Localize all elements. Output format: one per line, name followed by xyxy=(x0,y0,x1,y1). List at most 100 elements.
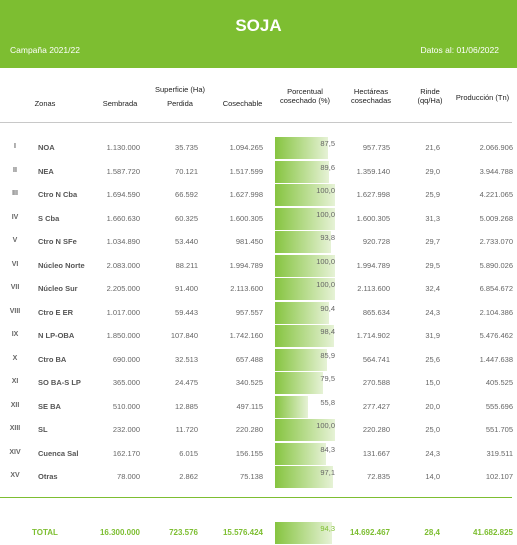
pct-value: 79,5 xyxy=(320,374,335,383)
cell: 5.476.462 xyxy=(479,331,513,340)
cell: 270.588 xyxy=(362,378,390,387)
cell: 24.475 xyxy=(175,378,198,387)
cell: 5.890.026 xyxy=(479,260,513,270)
cell: 555.696 xyxy=(485,401,513,411)
date: Datos al: 01/06/2022 xyxy=(420,45,499,55)
cell: 29,0 xyxy=(425,166,440,176)
col-header: Hectáreas cosechadas xyxy=(350,87,392,106)
cell: 2.862 xyxy=(179,472,198,481)
pct-bar xyxy=(275,348,327,371)
header-bar xyxy=(0,0,517,68)
cell: 11.720 xyxy=(175,425,198,434)
pct-bar xyxy=(275,325,335,347)
cell: 1.627.998 xyxy=(356,190,390,199)
cell: 340.525 xyxy=(235,378,263,387)
cell: 91.400 xyxy=(175,284,198,293)
cell: 75.138 xyxy=(240,472,263,481)
cell: 1.714.902 xyxy=(356,331,390,340)
cell: 2.066.906 xyxy=(479,143,513,152)
row-number: XI xyxy=(11,378,19,385)
cell: 1.742.160 xyxy=(229,331,263,340)
cell: 25,0 xyxy=(425,425,440,434)
total-cell: 14.692.467 xyxy=(349,528,390,537)
cell: 1.850.000 xyxy=(106,331,140,340)
pct-value: 100,0 xyxy=(316,421,335,430)
pct-bar xyxy=(275,301,330,324)
pct-bar xyxy=(275,278,335,300)
row-number: II xyxy=(13,166,17,174)
total-label: TOTAL xyxy=(32,528,58,537)
pct-value: 93,8 xyxy=(320,233,335,242)
pct-bar xyxy=(275,372,323,394)
cell: 29,5 xyxy=(425,260,440,270)
row-number: IV xyxy=(11,213,19,221)
row-number: VII xyxy=(10,284,20,291)
cell: 1.017.000 xyxy=(106,307,140,317)
row-number: III xyxy=(12,190,18,197)
cell: 551.705 xyxy=(485,425,513,434)
row-number: IX xyxy=(11,331,19,338)
cell: 220.280 xyxy=(362,425,390,434)
pct-bar xyxy=(275,137,328,159)
pct-bar xyxy=(275,395,309,418)
pct-value: 100,0 xyxy=(316,256,335,266)
cell: 365.000 xyxy=(112,378,140,387)
pct-bar xyxy=(275,160,329,183)
cell: 564.741 xyxy=(362,354,390,364)
cell: 25,9 xyxy=(425,190,440,199)
cell: 31,3 xyxy=(425,213,440,223)
cell: 2.205.000 xyxy=(106,284,140,293)
cell: 59.443 xyxy=(175,307,198,317)
cell: 6.015 xyxy=(179,448,198,458)
total-cell: 723.576 xyxy=(169,528,198,537)
divider xyxy=(0,497,512,498)
cell: 1.660.630 xyxy=(106,213,140,223)
cell: 1.994.789 xyxy=(356,260,390,270)
col-header: Producción (Tn) xyxy=(455,93,510,102)
cell: 1.359.140 xyxy=(356,166,390,176)
zone: SO BA-S LP xyxy=(38,378,81,387)
pct-value: 98,4 xyxy=(320,327,335,336)
col-header: Sembrada xyxy=(102,99,138,108)
cell: 25,6 xyxy=(425,354,440,364)
cell: 232.000 xyxy=(112,425,140,434)
cell: 15,0 xyxy=(425,378,440,387)
zone: Núcleo Sur xyxy=(38,284,78,293)
row-number: VIII xyxy=(9,307,21,315)
cell: 1.694.590 xyxy=(106,190,140,199)
cell: 107.840 xyxy=(170,331,198,340)
pct-value: 89,6 xyxy=(320,162,335,172)
cell: 29,7 xyxy=(425,237,440,246)
cell: 78.000 xyxy=(117,472,140,481)
cell: 2.113.600 xyxy=(230,284,263,293)
zone: SL xyxy=(38,425,48,434)
col-header: Zonas xyxy=(34,99,56,108)
zone: N LP-OBA xyxy=(38,331,75,340)
cell: 1.517.599 xyxy=(229,166,263,176)
title: SOJA xyxy=(235,16,282,35)
cell: 957.557 xyxy=(235,307,263,317)
cell: 319.511 xyxy=(486,448,513,458)
cell: 2.104.386 xyxy=(479,307,513,317)
campaign: Campaña 2021/22 xyxy=(10,45,80,55)
cell: 1.600.305 xyxy=(356,213,390,223)
zone: Ctro N Cba xyxy=(38,190,78,199)
pct-value: 94,3 xyxy=(320,524,335,533)
row-number: XIV xyxy=(9,448,21,456)
total-cell: 16.300.000 xyxy=(99,528,140,537)
cell: 14,0 xyxy=(425,472,440,481)
cell: 72.835 xyxy=(367,472,390,481)
col-header: Cosechable xyxy=(222,99,263,108)
pct-value: 100,0 xyxy=(316,280,335,289)
zone: S Cba xyxy=(38,213,60,223)
zone: NEA xyxy=(38,166,54,176)
cell: 3.944.788 xyxy=(479,166,513,176)
cell: 981.450 xyxy=(235,237,263,246)
cell: 1.130.000 xyxy=(106,143,140,152)
cell: 66.592 xyxy=(175,190,198,199)
cell: 690.000 xyxy=(112,354,140,364)
pct-value: 100,0 xyxy=(316,209,335,219)
col-header: Porcentual cosechado (%) xyxy=(279,87,331,106)
pct-value: 55,8 xyxy=(320,397,335,407)
